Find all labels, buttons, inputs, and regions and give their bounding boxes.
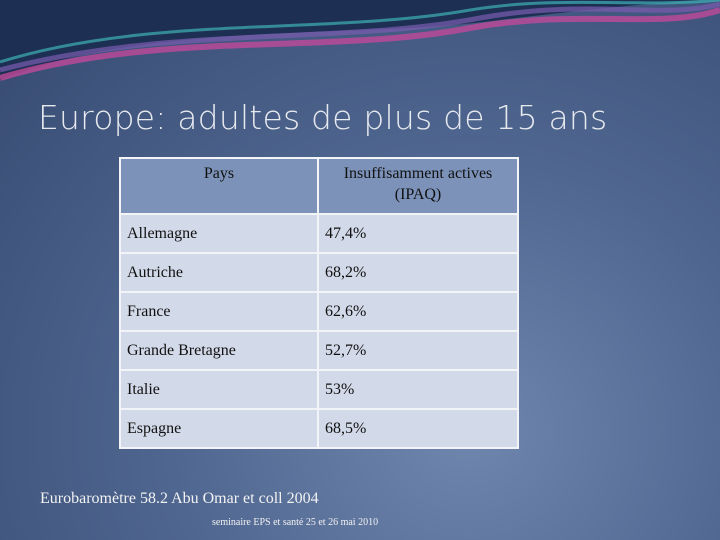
table-row: Allemagne 47,4% [119,213,519,254]
footnote: seminaire EPS et santé 25 et 26 mai 2010 [212,517,379,528]
value-cell: 53% [317,369,519,410]
table-row: Espagne 68,5% [119,408,519,449]
header-row: Pays Insuffisamment actives (IPAQ) [119,157,519,215]
value-cell: 47,4% [317,213,519,254]
country-cell: Autriche [119,252,319,293]
table-row: Grande Bretagne 52,7% [119,330,519,371]
table-row: Autriche 68,2% [119,252,519,293]
country-cell: Espagne [119,408,319,449]
header-cell: Insuffisamment actives (IPAQ) [317,157,519,215]
value-cell: 62,6% [317,291,519,332]
country-cell: Allemagne [119,213,319,254]
value-cell: 52,7% [317,330,519,371]
country-cell: Grande Bretagne [119,330,319,371]
value-cell: 68,2% [317,252,519,293]
table: Pays Insuffisamment actives (IPAQ) Allem… [119,157,519,449]
title: Europe: adultes de plus de 15 ans [38,98,608,137]
table-row: Italie 53% [119,369,519,410]
source: Eurobaromètre 58.2 Abu Omar et coll 2004 [40,490,319,507]
decoration [0,0,720,81]
value-cell: 68,5% [317,408,519,449]
country-cell: France [119,291,319,332]
country-cell: Italie [119,369,319,410]
header-cell: Pays [119,157,319,215]
table-row: France 62,6% [119,291,519,332]
